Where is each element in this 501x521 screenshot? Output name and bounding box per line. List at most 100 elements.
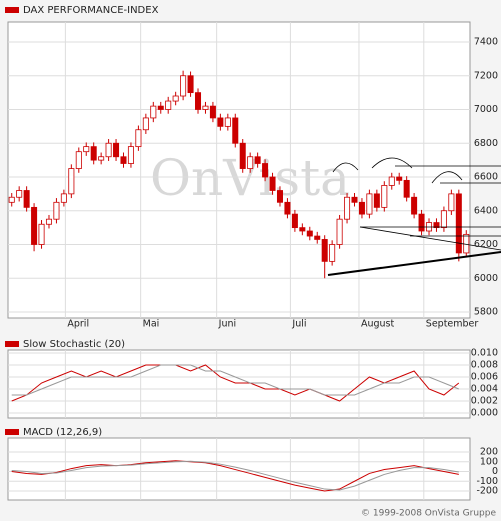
macd-title: MACD (12,26,9): [23, 427, 102, 438]
candle-body: [433, 222, 440, 229]
trendline: [359, 226, 501, 251]
arc: [332, 162, 359, 173]
candle-body: [448, 193, 455, 212]
macd-panel: [7, 437, 471, 501]
candle-body: [291, 213, 298, 229]
candle-body: [373, 193, 380, 208]
candle-body: [247, 156, 254, 169]
y-tick-label: 5800: [474, 307, 498, 318]
candle-body: [403, 179, 410, 198]
stochastic-panel: [7, 349, 471, 419]
candle-body: [142, 117, 149, 131]
candle-body: [366, 193, 373, 215]
candle-body: [388, 176, 395, 186]
x-tick-label: September: [426, 319, 479, 330]
indicator-line: [11, 460, 459, 492]
candle-body: [276, 190, 283, 203]
candle-body: [165, 100, 172, 110]
candle-body: [254, 156, 261, 164]
candle-body: [150, 105, 157, 119]
candle-body: [329, 244, 336, 262]
candle-body: [314, 235, 321, 240]
candle-body: [98, 156, 105, 161]
y-tick-label: 0: [492, 466, 498, 477]
candle-body: [202, 105, 209, 110]
y-tick-label: 7000: [474, 104, 498, 115]
candle-body: [45, 218, 52, 225]
stochastic-title: Slow Stochastic (20): [23, 339, 125, 350]
candle-body: [83, 146, 90, 153]
candle-body: [31, 206, 38, 245]
candle-body: [187, 75, 194, 94]
y-tick-label: 6400: [474, 205, 498, 216]
candle-body: [195, 92, 202, 110]
y-tick-label: 0.008: [471, 360, 498, 371]
copyright: © 1999-2008 OnVista Gruppe: [361, 509, 496, 519]
candle-body: [299, 227, 306, 232]
x-tick-label: Mai: [143, 319, 160, 330]
candle-body: [68, 168, 75, 195]
candle-body: [232, 117, 239, 144]
candle-body: [440, 210, 447, 229]
candle-body: [239, 142, 246, 169]
x-tick-label: April: [67, 319, 89, 330]
candle-body: [8, 196, 15, 203]
candle-body: [381, 185, 388, 208]
candle-body: [172, 95, 179, 102]
trend-annotations: [327, 157, 501, 276]
candle-body: [38, 223, 45, 245]
candle-body: [209, 105, 216, 119]
arc: [431, 171, 463, 184]
legend-swatch: [5, 341, 19, 347]
candle-body: [418, 213, 425, 232]
y-tick-label: 7200: [474, 70, 498, 81]
candle-body: [120, 156, 127, 164]
x-tick-label: Juli: [291, 319, 306, 330]
y-tick-label: 6800: [474, 138, 498, 149]
y-tick-label: 200: [480, 447, 498, 458]
candle-body: [224, 117, 231, 127]
x-tick-label: Juni: [218, 319, 236, 330]
legend-swatch: [5, 429, 19, 435]
candle-body: [157, 105, 164, 110]
y-tick-label: 6200: [474, 239, 498, 250]
candle-body: [217, 117, 224, 127]
candle-body: [284, 201, 291, 215]
indicator-line: [11, 460, 459, 491]
y-tick-label: -200: [476, 486, 498, 497]
y-tick-label: 0.004: [471, 384, 498, 395]
candle-body: [180, 75, 187, 97]
arc: [371, 157, 413, 169]
indicator-line: [11, 364, 460, 396]
candle-body: [306, 230, 313, 237]
candle-body: [105, 142, 112, 158]
legend-swatch: [5, 7, 19, 13]
candle-body: [455, 193, 462, 254]
candle-body: [396, 176, 403, 181]
candle-body: [60, 193, 67, 203]
y-tick-label: 0.000: [471, 408, 498, 419]
candle-body: [262, 163, 269, 178]
candle-body: [113, 142, 120, 158]
candle-body: [23, 190, 30, 208]
candle-body: [53, 201, 60, 220]
candle-body: [75, 151, 82, 169]
y-tick-label: 0.006: [471, 372, 498, 383]
main-panel: [7, 21, 471, 319]
trendline: [327, 251, 501, 276]
candle-body: [135, 129, 142, 148]
x-tick-label: August: [361, 319, 395, 330]
y-tick-label: 7400: [474, 37, 498, 48]
candle-body: [351, 196, 358, 203]
main-title: DAX PERFORMANCE-INDEX: [23, 5, 159, 16]
candle-body: [127, 146, 134, 164]
candle-body: [336, 218, 343, 245]
candle-body: [344, 196, 351, 220]
y-tick-label: 100: [480, 456, 498, 467]
y-tick-label: 6600: [474, 172, 498, 183]
candle-body: [16, 190, 23, 198]
y-tick-label: -100: [476, 476, 498, 487]
y-tick-label: 0.010: [471, 348, 498, 359]
candle-body: [321, 239, 328, 262]
